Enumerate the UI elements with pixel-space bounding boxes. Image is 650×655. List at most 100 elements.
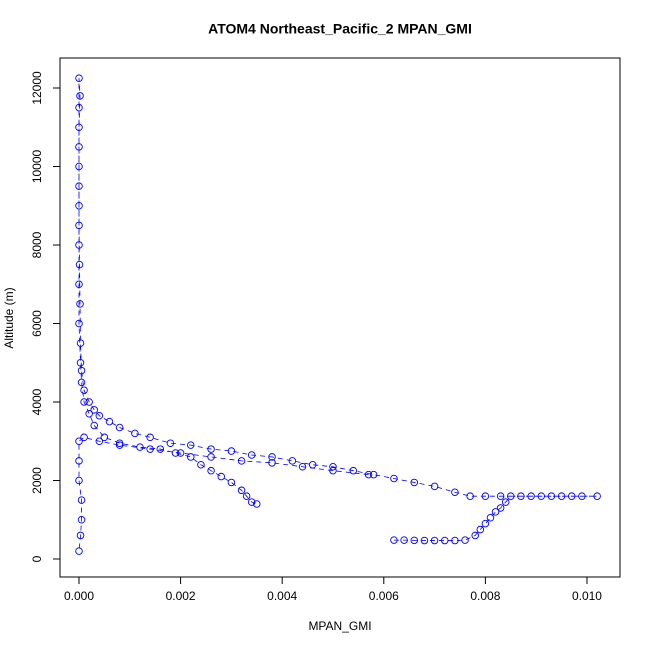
data-point [76,92,84,100]
y-tick-label: 12000 [30,71,44,105]
data-point [75,162,83,171]
y-tick-label: 2000 [30,467,44,494]
data-point [85,410,93,418]
data-point [75,241,83,249]
data-point [247,451,256,459]
data-point [77,496,86,504]
data-point [90,406,98,414]
data-point [390,474,398,483]
y-tick-label: 8000 [30,231,44,258]
data-point [95,411,104,420]
data-point [76,300,84,308]
data-point [77,366,86,375]
data-point [131,429,139,438]
data-point [268,453,276,461]
data-point [430,536,439,545]
data-point [95,437,104,445]
data-point [349,466,358,475]
data-point [517,492,525,500]
data-point [90,421,98,430]
data-point [166,439,175,447]
x-tick-label: 0.010 [572,589,602,603]
data-point [268,459,276,467]
data-point [75,201,83,210]
data-point [410,478,419,487]
data-point [237,486,246,495]
x-tick-label: 0.008 [470,589,500,603]
data-point [77,378,86,387]
data-point [207,466,215,475]
data-point [75,476,83,485]
data-point [75,319,83,328]
x-tick-label: 0.006 [369,589,399,603]
data-point [156,445,165,453]
data-point [115,423,124,432]
x-axis-label: MPAN_GMI [308,619,371,633]
data-point [75,260,84,269]
data-point [496,504,505,512]
data-point [567,492,576,500]
data-point [242,492,251,500]
data-point [146,445,154,453]
y-tick-label: 10000 [30,149,44,183]
data-point [227,447,236,455]
data-point [146,433,154,442]
x-tick-label: 0.002 [166,589,196,603]
data-point [496,492,505,500]
data-point [80,398,88,406]
x-tick-label: 0.004 [267,589,297,603]
data-point [197,461,205,469]
data-point [288,457,297,465]
data-point [486,514,495,522]
data-point [578,492,586,500]
data-point [481,519,490,528]
data-point [390,536,398,544]
data-point [430,482,439,491]
y-tick-label: 4000 [30,388,44,415]
data-point [329,466,337,475]
data-point [171,449,180,457]
data-point [227,478,236,487]
data-point [77,515,86,524]
data-point [557,492,566,500]
data-point [253,500,261,508]
data-point [329,462,337,471]
data-point [76,339,85,347]
data-point [115,439,124,447]
data-point [440,536,449,545]
plot-frame [59,57,621,578]
data-point [176,449,185,457]
x-tick-label: 0.000 [64,589,94,603]
data-point [461,536,469,544]
data-point [115,441,124,449]
data-point [75,280,83,288]
data-point [237,457,246,465]
data-point [75,457,83,465]
data-point [187,441,195,449]
chart-title: ATOM4 Northeast_Pacific_2 MPAN_GMI [208,21,472,37]
data-point [207,445,215,453]
data-point [75,182,83,190]
data-point [136,443,144,451]
data-point [527,492,535,500]
data-point [481,492,490,500]
data-point [491,508,500,516]
data-point [75,103,83,112]
data-point [451,536,459,545]
data-point [85,398,93,406]
data-point [75,143,83,151]
data-point [80,433,88,442]
data-point [471,531,479,540]
data-point [593,492,601,500]
data-point [547,492,556,500]
data-point [507,492,515,500]
profile-line [78,78,598,552]
data-point [76,531,85,540]
data-point [410,536,419,545]
data-point [75,437,83,445]
data-point [400,536,408,544]
data-point [537,492,546,500]
data-point [217,472,225,481]
data-point [247,498,256,506]
